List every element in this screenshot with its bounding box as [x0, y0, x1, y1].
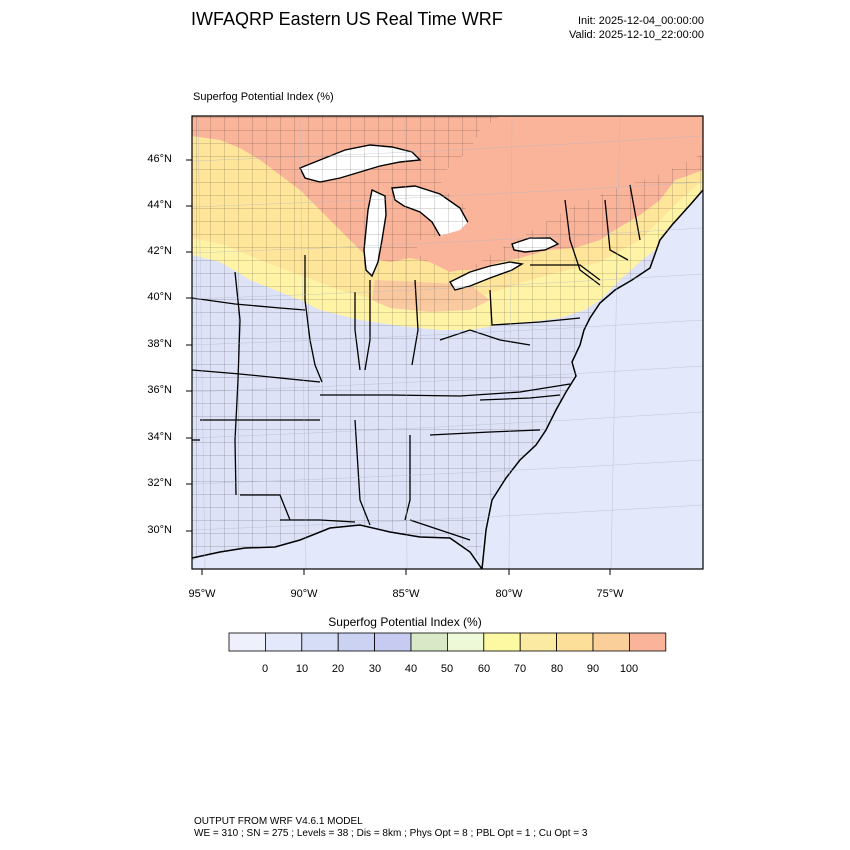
lon-label: 95°W — [188, 588, 216, 600]
lon-label: 85°W — [392, 588, 420, 600]
lon-ticks — [201, 569, 611, 575]
colorbar-tick: 100 — [619, 663, 639, 675]
colorbar-bin — [301, 632, 339, 652]
colorbar — [228, 632, 667, 652]
colorbar-tick: 40 — [404, 663, 418, 675]
colorbar-bin — [483, 632, 521, 652]
colorbar-tick: 30 — [368, 663, 382, 675]
model-config: WE = 310 ; SN = 275 ; Levels = 38 ; Dis … — [194, 828, 588, 839]
chart-title: IWFAQRP Eastern US Real Time WRF — [191, 9, 503, 29]
colorbar-bin — [519, 632, 558, 652]
map-frame — [191, 115, 704, 570]
lat-ticks — [186, 159, 192, 532]
colorbar-bin — [337, 632, 376, 652]
field-label: Superfog Potential Index (%) — [193, 91, 334, 103]
coastlines — [192, 189, 703, 569]
atlantic-ocean — [482, 190, 703, 569]
init-time: Init: 2025-12-04_00:00:00 — [578, 15, 704, 27]
lat-label: 40°N — [147, 291, 172, 303]
colorbar-bin — [446, 632, 485, 652]
colorbar-tick: 90 — [586, 663, 600, 675]
colorbar-tick: 10 — [295, 663, 309, 675]
map-area — [192, 116, 703, 569]
canada-ontario — [415, 116, 703, 272]
colorbar-bin — [264, 632, 303, 652]
graticule — [192, 116, 703, 569]
colorbar-bin — [410, 632, 448, 652]
lat-label: 34°N — [147, 431, 172, 443]
colorbar-bin — [228, 632, 266, 652]
lat-label: 42°N — [147, 245, 172, 257]
colorbar-tick: 80 — [550, 663, 564, 675]
colorbar-tick: 70 — [513, 663, 527, 675]
lon-label: 75°W — [596, 588, 624, 600]
lon-label: 80°W — [495, 588, 523, 600]
colorbar-tick: 50 — [440, 663, 454, 675]
colorbar-tick: 60 — [477, 663, 491, 675]
colorbar-bin — [374, 632, 412, 652]
lat-label: 32°N — [147, 477, 172, 489]
colorbar-bin — [592, 632, 630, 652]
colorbar-tick: 20 — [331, 663, 345, 675]
colorbar-tick: 0 — [261, 663, 269, 675]
colorbar-bin — [556, 632, 594, 652]
valid-time: Valid: 2025-12-10_22:00:00 — [569, 29, 704, 41]
model-info: OUTPUT FROM WRF V4.6.1 MODEL — [194, 816, 363, 827]
lat-label: 44°N — [147, 199, 172, 211]
lat-label: 46°N — [147, 153, 172, 165]
lon-label: 90°W — [290, 588, 318, 600]
state-boundaries — [192, 184, 641, 541]
lat-label: 36°N — [147, 384, 172, 396]
colorbar-title: Superfog Potential Index (%) — [328, 615, 482, 629]
lat-label: 30°N — [147, 524, 172, 536]
lat-label: 38°N — [147, 338, 172, 350]
colorbar-bin — [629, 632, 667, 652]
